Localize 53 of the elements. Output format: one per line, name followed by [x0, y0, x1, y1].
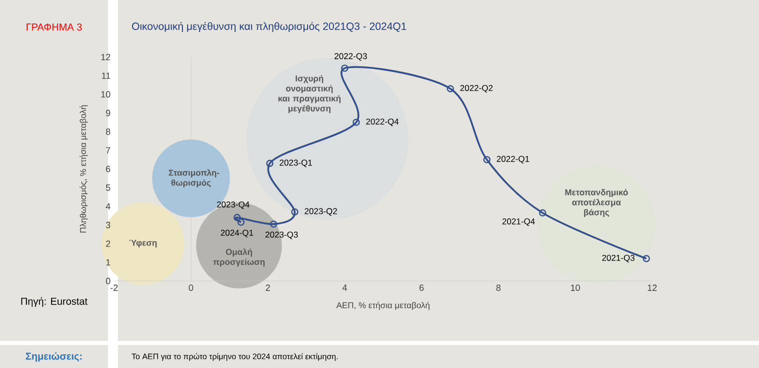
- y-tick-label: 3: [106, 222, 110, 228]
- text: Το ΑΕΠ για το πρώτο τρίμηνο του 2024 αποτελεί εκτίμηση.: [132, 353, 338, 361]
- chart-title: Οικονομική μεγέθυνση και πληθωρισμός 2021Q3 - 2024Q1: [132, 22, 406, 32]
- point: [483, 156, 491, 164]
- point: [352, 118, 360, 126]
- annotation: 2021-Q4: [502, 218, 535, 226]
- point: [446, 85, 454, 92]
- annotation: 2023-Q4: [217, 201, 250, 209]
- y-tick-label: 1: [106, 259, 110, 266]
- x-tick-label: -2: [110, 284, 118, 291]
- data-label: Ισχυρή ονομαστική και πραγματική μεγέθυνση: [278, 75, 340, 114]
- x-tick-label: 4: [342, 284, 347, 291]
- x-tick-label: 8: [496, 284, 501, 291]
- annotation: 2022-Q4: [366, 118, 399, 126]
- annotation: 2021-Q3: [602, 254, 634, 262]
- y-tick-label: 4: [106, 203, 110, 210]
- point: [234, 214, 241, 222]
- y-tick-label: 11: [102, 72, 110, 79]
- y-tick-label: 2: [106, 240, 110, 247]
- y-tick-label: 8: [106, 128, 110, 135]
- annotation: 2023-Q2: [304, 208, 337, 216]
- annotation: 2024-Q1: [220, 230, 254, 238]
- x-axis-title: ΑΕΠ, % ετήσια μεταβολή: [336, 302, 430, 310]
- y-tick-label: 5: [106, 184, 110, 191]
- y-tick-label: 9: [106, 110, 110, 116]
- text: Σημειώσεις:: [26, 352, 82, 362]
- annotation: 2023-Q3: [266, 232, 298, 240]
- annotation: 2023-Q1: [280, 160, 312, 168]
- text: Πηγή: Eurostat: [21, 297, 88, 307]
- data-label: Ομαλή προσγείωση: [213, 248, 265, 267]
- annotation: 2022-Q3: [334, 53, 367, 61]
- y-axis-title: Πληθωρισμός, % ετήσια μεταβολή: [80, 105, 88, 232]
- x-tick-label: 0: [188, 284, 194, 291]
- x-tick-label: 2: [266, 284, 270, 291]
- annotation: 2022-Q1: [496, 156, 530, 164]
- x-tick-label: 12: [648, 284, 657, 291]
- point: [266, 160, 274, 167]
- y-tick-label: 12: [101, 54, 110, 60]
- point: [341, 64, 348, 72]
- y-tick-label: 6: [106, 166, 110, 172]
- y-tick-label: 7: [106, 147, 110, 154]
- text: ΓΡΑΦΗΜΑ 3: [26, 23, 82, 31]
- y-tick-label: 10: [101, 91, 110, 98]
- y-tick-label: 0: [106, 278, 110, 284]
- point: [270, 220, 278, 228]
- data-label: Στασιμοπλη-θωρισμός: [168, 169, 220, 188]
- point: [291, 208, 298, 216]
- x-tick-label: 6: [420, 284, 424, 291]
- point: [539, 209, 546, 216]
- data-label: Μετοπανδημικό αποτέλεσμα βάσης: [565, 188, 628, 218]
- x-tick-label: 10: [570, 284, 580, 291]
- annotation: 2022-Q2: [460, 84, 493, 92]
- data-label: Ύφεση: [129, 240, 157, 248]
